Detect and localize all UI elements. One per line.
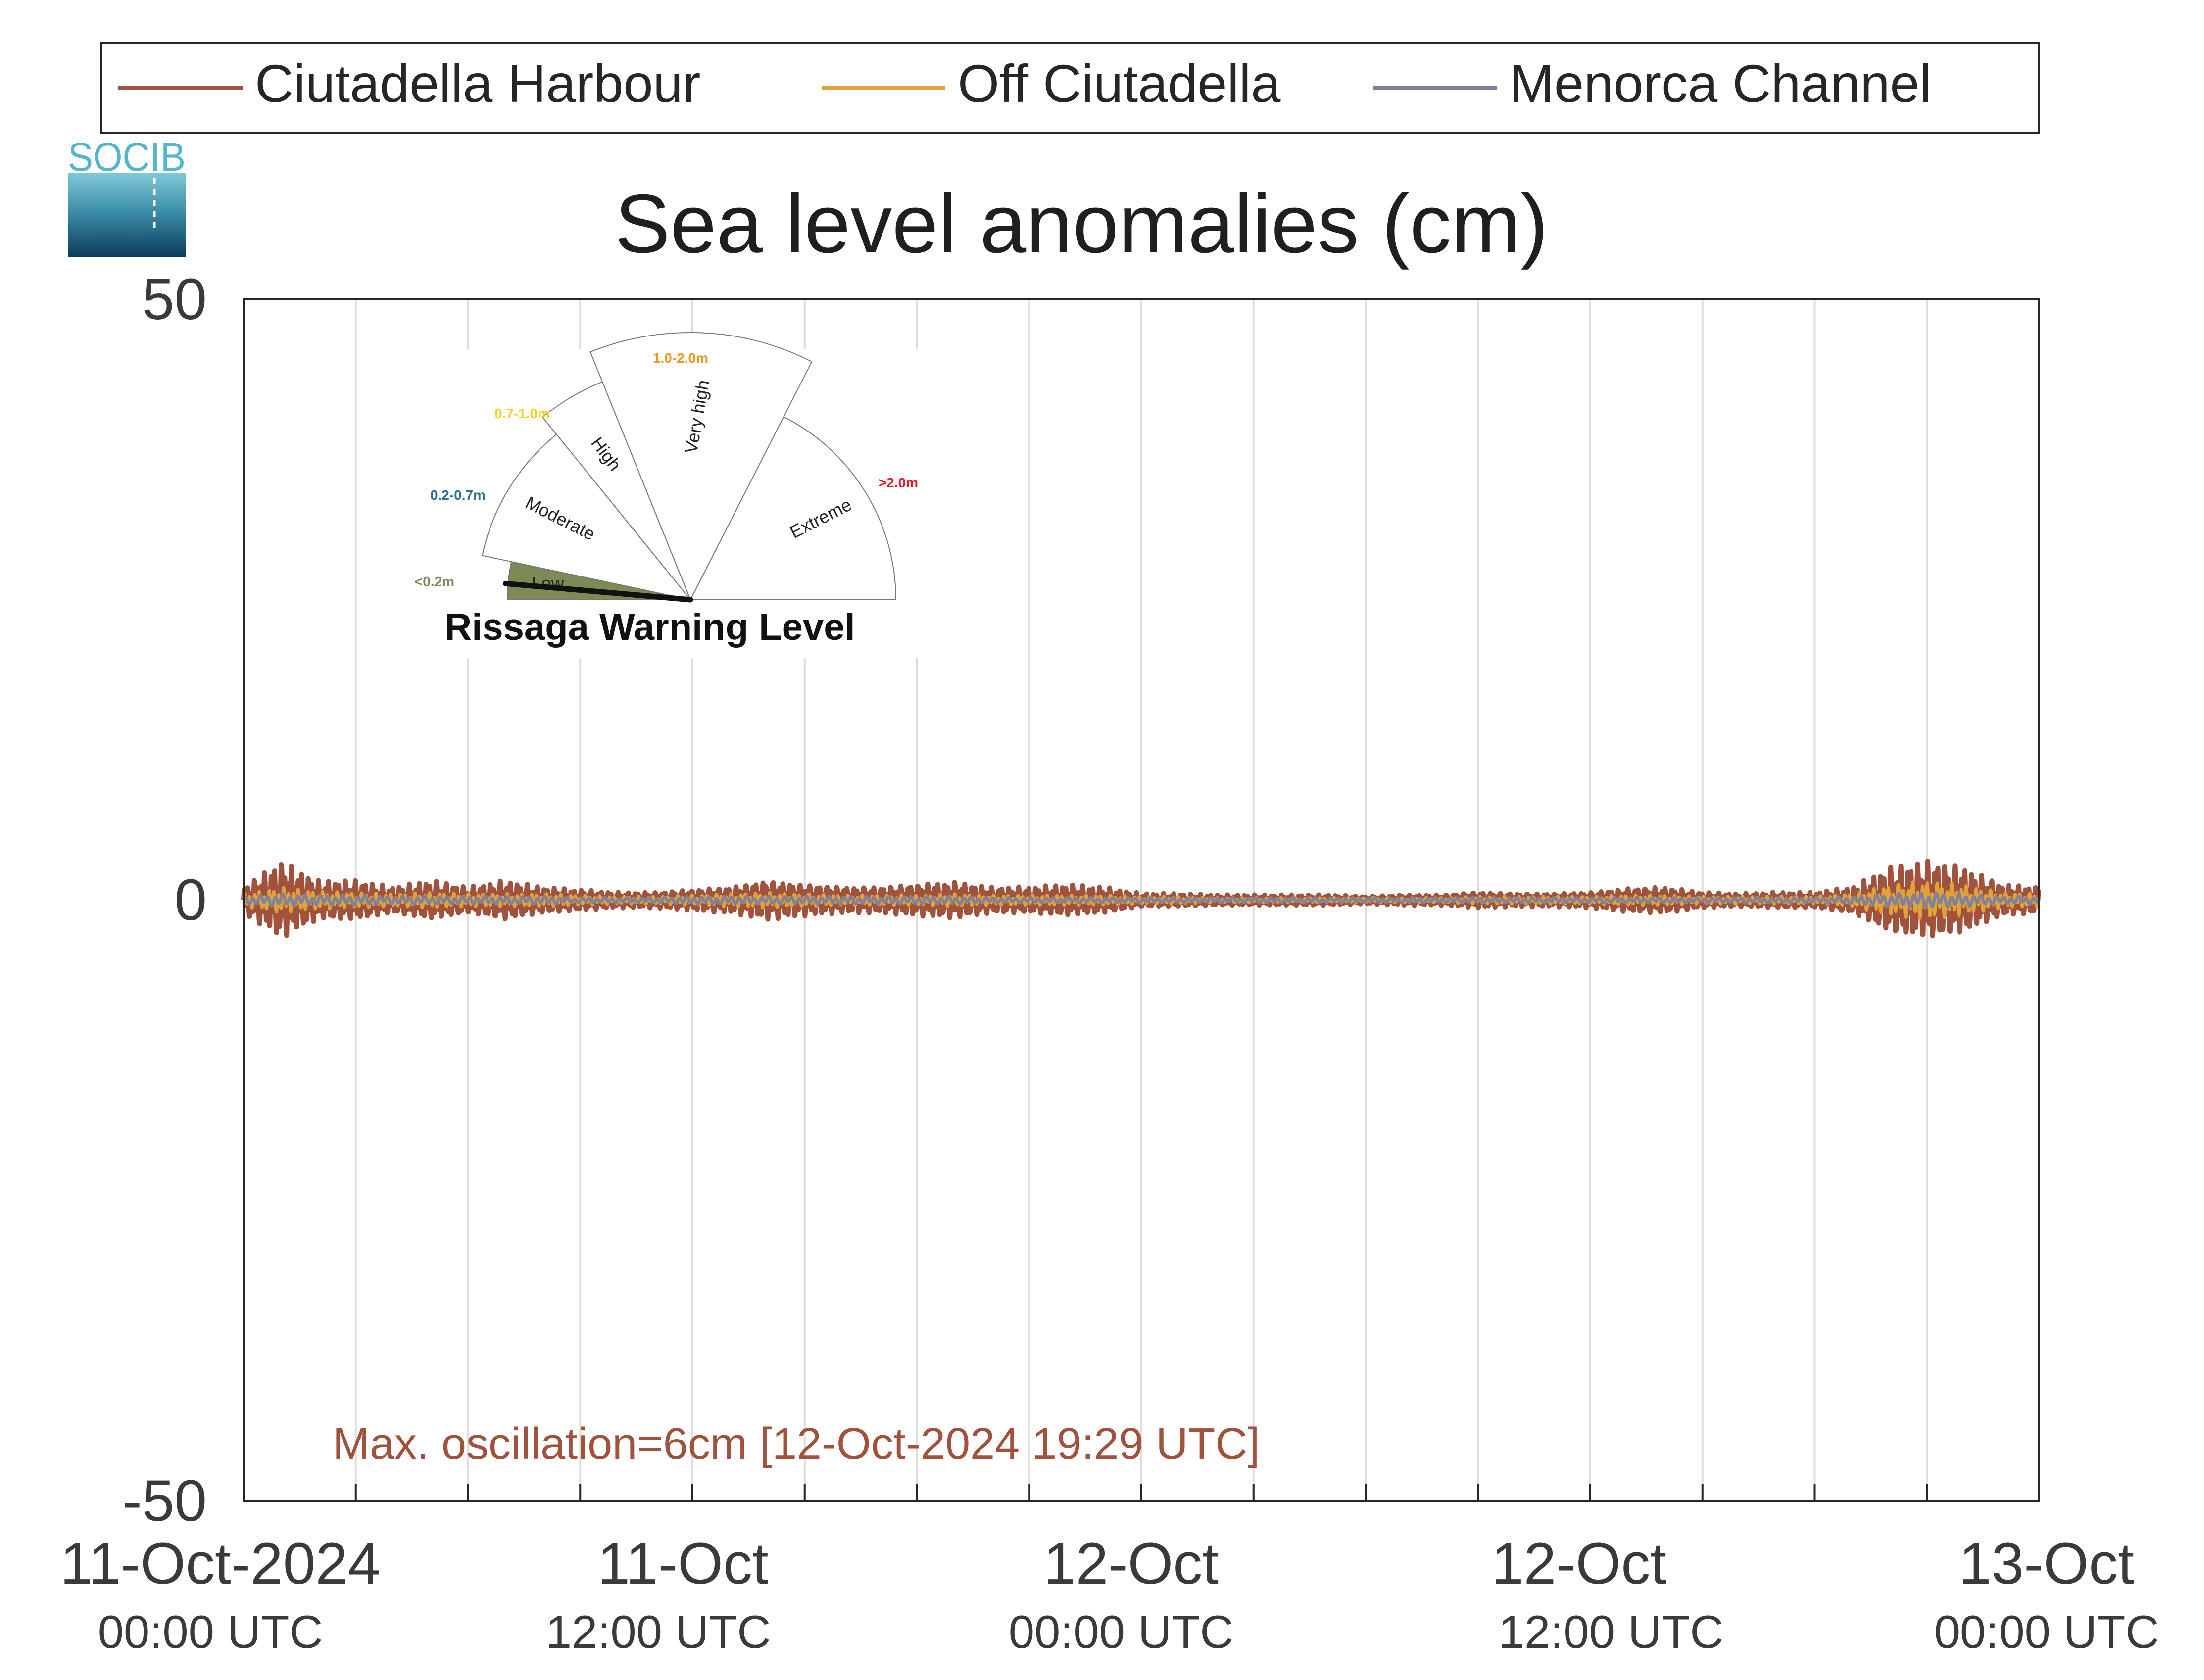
gauge-sector <box>689 416 897 600</box>
gauge-range-label: 0.7-1.0m <box>494 406 550 421</box>
gauge-range-label: 1.0-2.0m <box>653 350 708 366</box>
x-tick-sublabel: 12:00 UTC <box>1499 1606 1724 1658</box>
socib-logo-mark <box>68 173 186 257</box>
y-tick-label: 0 <box>174 867 207 933</box>
legend-frame <box>100 42 2040 134</box>
x-tick-label: 13-Oct <box>1959 1531 2134 1596</box>
socib-logo-text: SOCIB <box>68 135 186 180</box>
x-tick-label: 11-Oct <box>597 1531 768 1596</box>
x-tick-marks <box>354 1484 1928 1501</box>
x-tick-label: 11-Oct-2024 <box>60 1531 380 1596</box>
max-oscillation-annotation: Max. oscillation=6cm [12-Oct-2024 19:29 … <box>333 1419 1260 1469</box>
legend-label-off-ciutadella: Off Ciutadella <box>958 53 1281 113</box>
x-tick-label: 12-Oct <box>1491 1531 1666 1596</box>
gauge-range-label: 0.2-0.7m <box>430 487 486 503</box>
x-tick-label: 12-Oct <box>1043 1531 1219 1596</box>
legend-label-menorca-channel: Menorca Channel <box>1510 53 1932 113</box>
gauge-title: Rissaga Warning Level <box>444 606 855 648</box>
series-line <box>242 891 2041 909</box>
y-tick-label: 50 <box>142 267 207 332</box>
y-tick-label: -50 <box>122 1468 207 1534</box>
gauge-range-label: <0.2m <box>415 574 454 589</box>
socib-logo: SOCIB <box>68 135 186 257</box>
chart-title: Sea level anomalies (cm) <box>615 177 1548 270</box>
gauge-range-label: >2.0m <box>879 475 918 490</box>
gauge-needle <box>502 580 693 603</box>
legend: Ciutadella Harbour Off Ciutadella Menorc… <box>100 42 2040 134</box>
x-tick-sublabel: 00:00 UTC <box>98 1606 323 1658</box>
gauge-sector <box>482 433 692 601</box>
x-tick-labels: 11-Oct-2024 00:00 UTC 11-Oct 12:00 UTC 12-Oc… <box>60 1531 2159 1658</box>
gauge-sector <box>589 332 813 601</box>
series <box>241 859 2042 939</box>
x-tick-sublabel: 00:00 UTC <box>1009 1606 1234 1658</box>
x-tick-sublabel: 12:00 UTC <box>546 1606 771 1658</box>
y-tick-labels: -50 0 50 <box>122 267 207 1534</box>
x-tick-sublabel: 00:00 UTC <box>1934 1606 2159 1658</box>
legend-label-ciutadella-harbour: Ciutadella Harbour <box>255 53 701 113</box>
